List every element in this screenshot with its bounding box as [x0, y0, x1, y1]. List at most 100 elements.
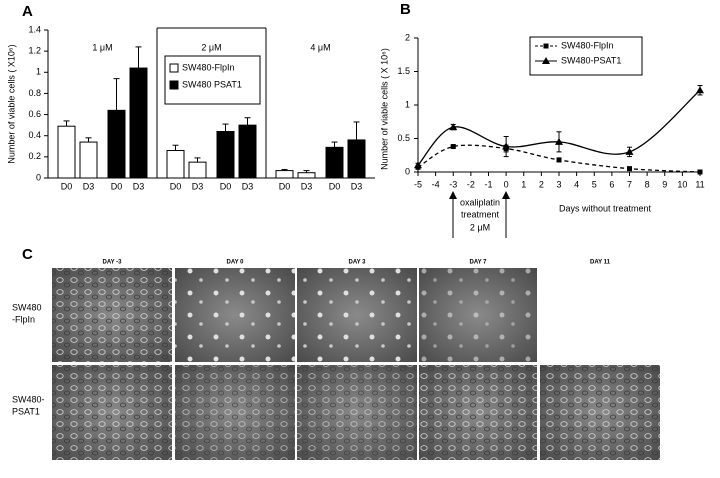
x-tick-label: 7 — [627, 179, 632, 189]
group-label: 4 μM — [310, 42, 330, 52]
bar — [325, 146, 344, 179]
line — [417, 144, 701, 173]
marker — [556, 157, 562, 163]
x-tick-label: 10 — [677, 179, 687, 189]
column-header: DAY 3 — [348, 260, 366, 266]
marker — [502, 142, 511, 150]
x-tick-label: 4 — [574, 179, 579, 189]
annotation: 2 μM — [470, 222, 490, 232]
x-tick-label: D0 — [279, 181, 291, 191]
micrograph-texture — [52, 365, 172, 460]
micrograph-texture — [297, 268, 417, 362]
bar — [57, 125, 76, 179]
panel-label: C — [22, 246, 33, 263]
marker — [449, 123, 458, 131]
x-tick-label: 6 — [609, 179, 614, 189]
marker — [543, 43, 549, 49]
micrograph-texture — [175, 268, 295, 362]
legend-label: SW480-FlpIn — [561, 40, 614, 50]
y-tick-label: 1 — [36, 67, 41, 77]
legend-label: SW480-PSAT1 — [561, 55, 621, 65]
micrograph-texture — [540, 365, 660, 460]
y-tick-label: 0.5 — [397, 133, 410, 143]
y-axis-label: Number of viable cells ( X 10⁶) — [379, 48, 389, 170]
bar — [297, 172, 316, 179]
x-tick-label: 9 — [662, 179, 667, 189]
y-tick-label: 0 — [405, 166, 410, 176]
x-tick-label: -2 — [467, 179, 475, 189]
marker — [697, 169, 703, 175]
bar — [347, 139, 366, 179]
x-tick-label: D3 — [83, 181, 95, 191]
x-tick-label: -1 — [484, 179, 492, 189]
x-tick-label: -3 — [449, 179, 457, 189]
column-header: DAY -3 — [102, 260, 122, 266]
marker — [414, 161, 422, 169]
row-label: -FlpIn — [12, 314, 35, 324]
row-label: PSAT1 — [12, 406, 40, 416]
bar — [188, 161, 207, 179]
y-axis-label: Number of viable cells ( X10⁶) — [6, 44, 16, 163]
y-tick-label: 0.6 — [28, 109, 41, 119]
x-tick-label: D3 — [301, 181, 313, 191]
marker — [450, 144, 456, 150]
x-tick-label: D0 — [61, 181, 73, 191]
column-header: DAY 11 — [590, 260, 611, 266]
legend-label: SW480-FlpIn — [182, 62, 235, 72]
x-tick-label: D3 — [133, 181, 145, 191]
group-label: 1 μM — [92, 42, 112, 52]
x-axis-label: Days without treatment — [559, 203, 652, 213]
bar — [216, 130, 235, 179]
y-tick-label: 1 — [405, 99, 410, 109]
y-tick-label: 1.5 — [397, 66, 410, 76]
annotation: oxaliplatin — [460, 197, 500, 207]
x-tick-label: D0 — [111, 181, 123, 191]
bar — [166, 150, 185, 179]
x-tick-label: D0 — [220, 181, 232, 191]
x-tick-label: D3 — [242, 181, 254, 191]
annotation: treatment — [461, 209, 500, 219]
legend-swatch — [169, 63, 179, 73]
x-tick-label: 5 — [592, 179, 597, 189]
column-header: DAY 0 — [226, 260, 244, 266]
column-header: DAY 7 — [469, 260, 487, 266]
legend-label: SW480 PSAT1 — [182, 79, 242, 89]
x-tick-label: 2 — [539, 179, 544, 189]
y-tick-label: 0.2 — [28, 151, 41, 161]
group-label: 2 μM — [201, 42, 221, 52]
micrograph-texture — [52, 268, 172, 362]
panel-label: A — [22, 3, 33, 20]
y-tick-label: 0 — [36, 172, 41, 182]
x-tick-label: D0 — [170, 181, 182, 191]
bar — [238, 124, 257, 179]
legend-box — [164, 55, 261, 105]
y-tick-label: 1.2 — [28, 46, 41, 56]
marker — [627, 166, 632, 172]
x-tick-label: D0 — [329, 181, 341, 191]
x-tick-label: 0 — [504, 179, 509, 189]
legend-swatch — [169, 80, 179, 90]
legend-box — [529, 36, 643, 76]
bar — [275, 170, 294, 179]
y-tick-label: 0.4 — [28, 130, 41, 140]
marker — [625, 147, 634, 155]
micrograph-texture — [297, 365, 417, 460]
bar — [129, 67, 148, 179]
marker — [542, 57, 550, 64]
x-tick-label: D3 — [351, 181, 363, 191]
row-label: SW480- — [12, 394, 45, 404]
y-tick-label: 0.8 — [28, 88, 41, 98]
x-tick-label: 11 — [695, 179, 704, 189]
marker — [696, 86, 704, 94]
x-tick-label: 1 — [521, 179, 526, 189]
x-tick-label: 8 — [645, 179, 650, 189]
treatment-arrows — [449, 191, 510, 238]
bar — [79, 141, 98, 179]
micrograph-texture — [419, 268, 537, 362]
micrograph-texture — [419, 365, 537, 460]
x-tick-label: D3 — [192, 181, 204, 191]
panel-label: B — [400, 1, 411, 18]
x-tick-label: -5 — [414, 179, 422, 189]
